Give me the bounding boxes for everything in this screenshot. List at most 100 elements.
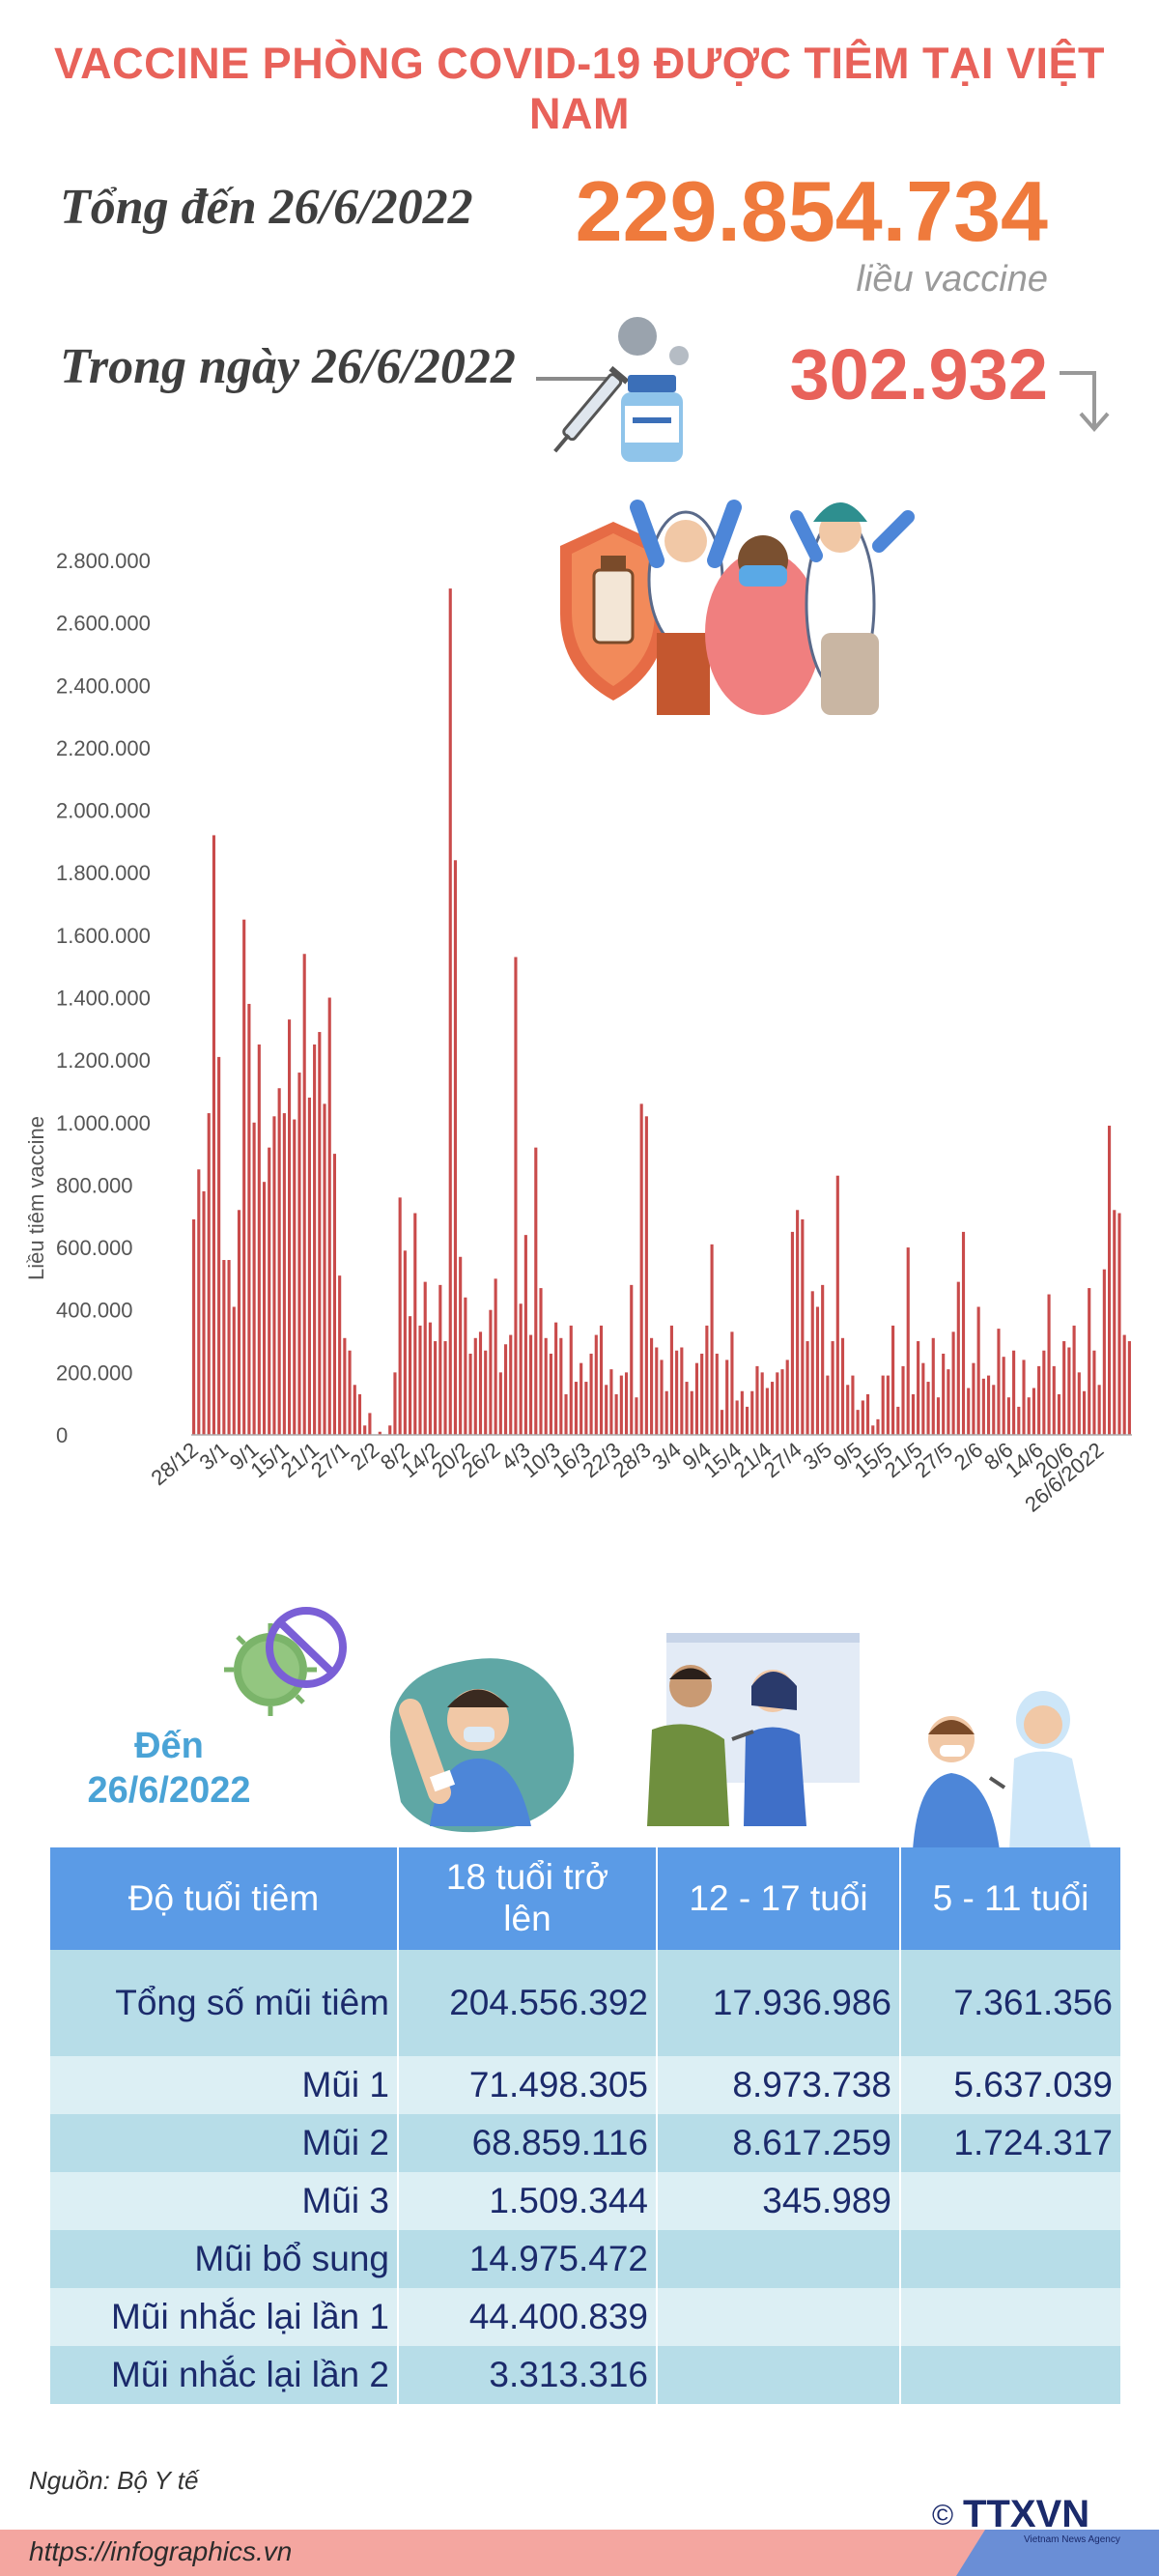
chart-bar bbox=[338, 1275, 342, 1435]
chart-bar bbox=[901, 1365, 905, 1435]
chart-bar bbox=[796, 1210, 800, 1435]
row-label: Mũi 2 bbox=[50, 2114, 399, 2172]
chart-bar bbox=[428, 1322, 432, 1435]
y-tick-label: 400.000 bbox=[56, 1299, 133, 1323]
day-value: 302.932 bbox=[789, 334, 1049, 415]
table-row: Mũi nhắc lại lần 1 44.400.839 bbox=[50, 2288, 1120, 2346]
chart-bar bbox=[534, 1147, 538, 1435]
chart-bar bbox=[277, 1088, 281, 1435]
chart-bar bbox=[740, 1390, 744, 1435]
cell-12-17: 345.989 bbox=[657, 2172, 901, 2230]
y-tick-label: 2.600.000 bbox=[56, 612, 151, 636]
chart-bar bbox=[896, 1406, 900, 1435]
vaccinated-man-illustration bbox=[389, 1658, 575, 1833]
chart-bar bbox=[268, 1147, 271, 1435]
chart-bar bbox=[1006, 1397, 1010, 1435]
cell-12-17: 17.936.986 bbox=[657, 1950, 901, 2056]
chart-bar bbox=[856, 1410, 860, 1435]
chart-bar bbox=[780, 1369, 784, 1436]
chart-bar bbox=[1117, 1213, 1121, 1435]
chart-bar bbox=[986, 1375, 991, 1435]
chart-bar bbox=[544, 1337, 548, 1435]
chart-bar bbox=[826, 1375, 830, 1435]
chart-bar bbox=[776, 1372, 779, 1435]
row-label: Mũi nhắc lại lần 1 bbox=[50, 2288, 399, 2346]
chart-bar bbox=[1113, 1210, 1117, 1435]
x-tick-label: 28/12 bbox=[147, 1438, 203, 1491]
chart-bar bbox=[519, 1303, 523, 1435]
chart-bar bbox=[202, 1190, 206, 1435]
chart-bar bbox=[288, 1019, 292, 1436]
chart-bar bbox=[1022, 1360, 1026, 1435]
chart-bar bbox=[478, 1331, 483, 1435]
chart-bar bbox=[630, 1284, 634, 1435]
chart-bar bbox=[1027, 1397, 1031, 1435]
cell-5-11 bbox=[900, 2346, 1120, 2404]
cell-5-11 bbox=[900, 2288, 1120, 2346]
chart-bar bbox=[997, 1329, 1001, 1435]
chart-bar bbox=[861, 1400, 864, 1435]
chart-bar bbox=[438, 1284, 442, 1435]
cell-18-plus: 1.509.344 bbox=[398, 2172, 658, 2230]
chart-bar bbox=[992, 1385, 996, 1435]
chart-bar bbox=[459, 1256, 463, 1435]
cell-18-plus: 204.556.392 bbox=[398, 1950, 658, 2056]
chart-bar bbox=[745, 1406, 749, 1435]
header-age-group: Độ tuổi tiêm bbox=[50, 1847, 399, 1950]
chart-bar bbox=[559, 1337, 563, 1435]
y-tick-label: 1.800.000 bbox=[56, 861, 151, 885]
chart-bar bbox=[917, 1341, 920, 1435]
table-date-label: Đến 26/6/2022 bbox=[87, 1726, 251, 1811]
chart-bar bbox=[1037, 1365, 1041, 1435]
chart-bar bbox=[353, 1385, 356, 1435]
chart-bar bbox=[348, 1350, 352, 1435]
row-label: Mũi bổ sung bbox=[50, 2230, 399, 2288]
svg-text:Vietnam News Agency: Vietnam News Agency bbox=[1024, 2534, 1120, 2545]
chart-bar bbox=[523, 1235, 527, 1435]
chart-bar bbox=[484, 1350, 488, 1435]
chart-bar bbox=[357, 1393, 362, 1435]
chart-bar bbox=[730, 1331, 734, 1435]
chart-bar bbox=[650, 1337, 654, 1435]
chart-bar bbox=[468, 1353, 472, 1435]
cell-5-11 bbox=[900, 2230, 1120, 2288]
chart-bar bbox=[272, 1116, 276, 1435]
chart-bar bbox=[1082, 1390, 1087, 1435]
chart-bar bbox=[821, 1284, 825, 1435]
chart-bar bbox=[981, 1378, 985, 1435]
chart-bar bbox=[313, 1044, 317, 1435]
chart-bar bbox=[1077, 1372, 1081, 1435]
chart-bar bbox=[262, 1182, 267, 1435]
header-12-17: 12 - 17 tuổi bbox=[657, 1847, 901, 1950]
y-tick-label: 1.000.000 bbox=[56, 1111, 151, 1135]
table-row: Mũi 1 71.498.305 8.973.738 5.637.039 bbox=[50, 2056, 1120, 2114]
cell-12-17 bbox=[657, 2230, 901, 2288]
people-celebrating-illustration bbox=[560, 500, 915, 715]
chart-bar bbox=[418, 1325, 422, 1436]
chart-bar bbox=[549, 1353, 552, 1435]
chart-bar bbox=[293, 1119, 297, 1435]
table-row: Mũi bổ sung 14.975.472 bbox=[50, 2230, 1120, 2288]
chart-bar bbox=[1088, 1288, 1091, 1435]
chart-bar bbox=[388, 1425, 392, 1435]
chart-bar bbox=[1062, 1341, 1066, 1435]
chart-bar bbox=[609, 1369, 613, 1436]
chart-bar bbox=[865, 1393, 870, 1435]
row-label: Mũi 1 bbox=[50, 2056, 399, 2114]
chart-bar bbox=[664, 1390, 668, 1435]
chart-bar bbox=[705, 1325, 709, 1436]
chart-bar bbox=[529, 1334, 533, 1435]
down-arrow-icon bbox=[1060, 371, 1110, 433]
chart-bar bbox=[1002, 1357, 1005, 1435]
total-unit: liều vaccine bbox=[856, 259, 1048, 300]
source-url-link[interactable]: https://infographics.vn bbox=[29, 2536, 293, 2566]
chart-bar bbox=[755, 1365, 759, 1435]
table-row: Mũi 3 1.509.344 345.989 bbox=[50, 2172, 1120, 2230]
chart-bar bbox=[675, 1350, 679, 1435]
no-virus-icon bbox=[224, 1607, 347, 1716]
chart-bar bbox=[725, 1360, 729, 1435]
y-tick-label: 1.600.000 bbox=[56, 924, 151, 948]
chart-bar bbox=[614, 1393, 618, 1435]
chart-bar bbox=[846, 1385, 850, 1435]
chart-bar bbox=[327, 997, 331, 1435]
